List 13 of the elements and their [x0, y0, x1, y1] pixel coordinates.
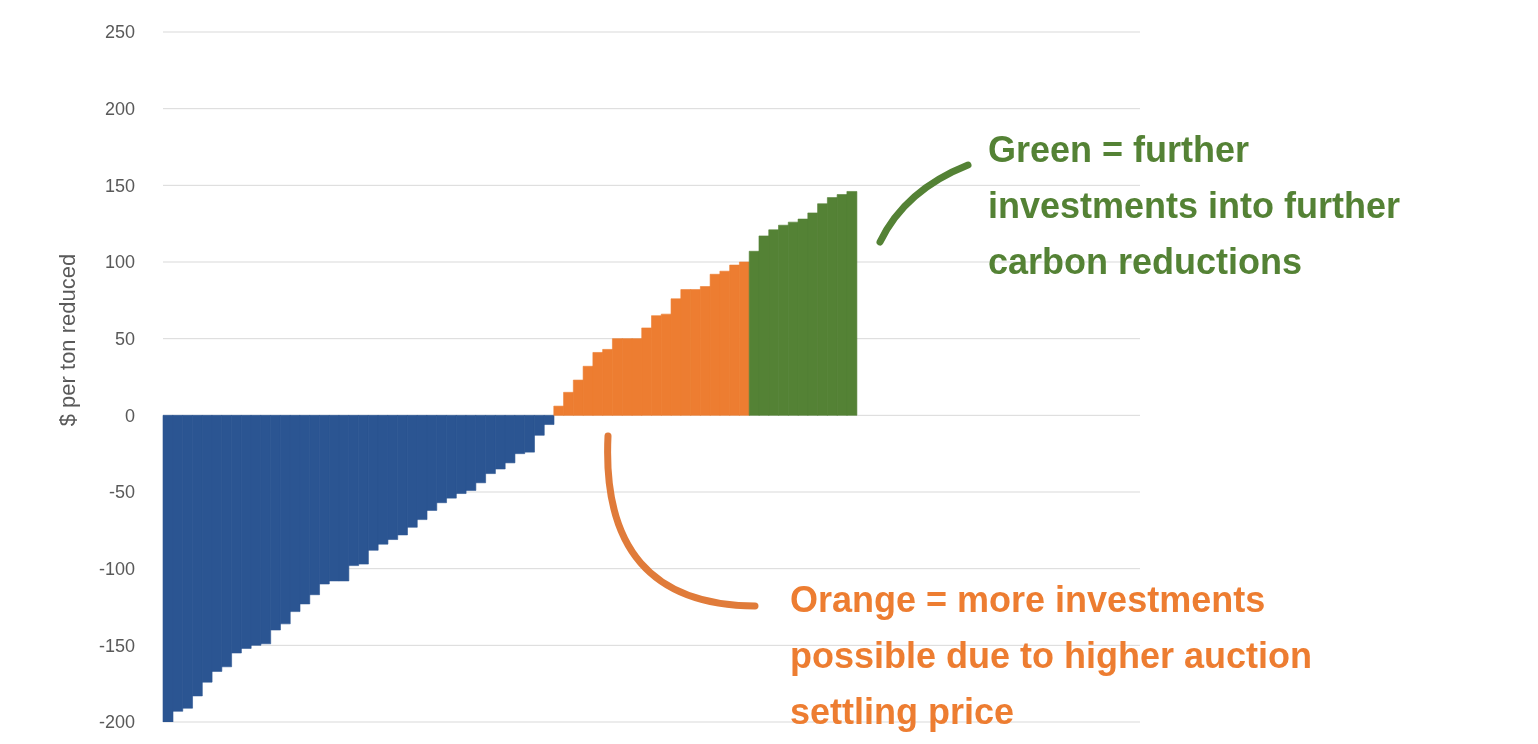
y-tick-label: 150 [104, 175, 135, 196]
y-tick-label: -200 [98, 712, 135, 733]
y-tick-label: -50 [108, 482, 135, 503]
y-tick-label: 200 [104, 99, 135, 120]
y-tick-label: 50 [114, 329, 135, 350]
annotation: Green = further investments into further carbon reductions [988, 128, 1402, 284]
y-axis-title: $ per ton reduced [55, 253, 81, 427]
y-tick-label: -150 [98, 635, 135, 656]
annotation: Orange = more investments possible due to higher auction settling price [790, 578, 1314, 734]
y-tick-label: 100 [104, 252, 135, 273]
y-tick-label: 250 [104, 22, 135, 43]
y-tick-label: 0 [124, 405, 135, 426]
y-tick-label: -100 [98, 559, 135, 580]
